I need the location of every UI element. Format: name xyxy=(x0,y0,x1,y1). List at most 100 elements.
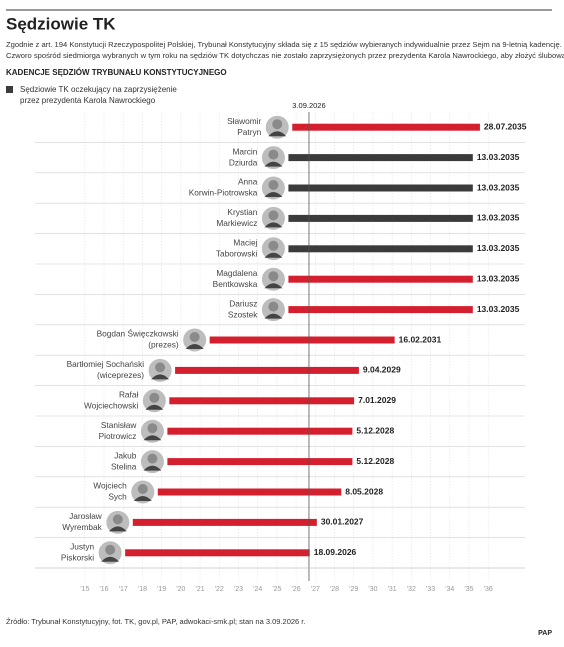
photo-head xyxy=(137,484,148,494)
bar xyxy=(157,488,342,496)
judge-name: Bartłomiej Sochański xyxy=(67,359,145,369)
judge-name: (prezes) xyxy=(148,340,179,350)
photo-head xyxy=(149,392,160,403)
judge-name: Wojciechowski xyxy=(84,400,138,410)
bar xyxy=(125,549,310,557)
bar xyxy=(292,123,480,131)
photo-head xyxy=(268,149,279,160)
judge-name: Marcin xyxy=(233,146,258,156)
end-label: 5.12.2028 xyxy=(356,456,394,466)
x-tick-label: '31 xyxy=(388,586,397,593)
x-tick-label: '27 xyxy=(311,586,320,593)
x-tick-label: '16 xyxy=(99,586,108,593)
photo-body xyxy=(185,344,204,349)
x-tick-label: '21 xyxy=(195,586,204,593)
judge-name: Maciej xyxy=(233,237,257,247)
judge-name: Dziurda xyxy=(229,157,258,167)
judge-name: Justyn xyxy=(70,541,94,551)
x-tick-label: '36 xyxy=(484,586,493,593)
judge-name: Wojciech xyxy=(93,481,127,491)
reference-label: 3.09.2026 xyxy=(292,101,325,110)
x-tick-label: '17 xyxy=(119,586,128,593)
x-tick-label: '32 xyxy=(407,586,416,593)
judge-name: Anna xyxy=(238,177,258,187)
photo-body xyxy=(264,313,283,319)
end-label: 8.05.2028 xyxy=(345,486,383,496)
bar xyxy=(167,458,353,466)
judge-name: Piskorski xyxy=(61,552,94,562)
judge-name: Markiewicz xyxy=(216,218,257,228)
photo-body xyxy=(264,283,283,289)
end-label: 13.03.2035 xyxy=(477,273,520,283)
legend-label: przez prezydenta Karola Nawrockiego xyxy=(20,96,156,105)
bar xyxy=(209,336,395,344)
intro-line: Czworo spośród siedmiorga wybranych w ty… xyxy=(6,51,564,60)
end-label: 13.03.2035 xyxy=(477,304,520,314)
source: Źródło: Trybunał Konstytucyjny, fot. TK,… xyxy=(6,617,305,626)
x-tick-label: '19 xyxy=(157,586,166,593)
judge-name: Wyrembak xyxy=(62,522,102,532)
end-label: 7.01.2029 xyxy=(358,395,396,405)
x-tick-label: '20 xyxy=(176,586,185,593)
photo-head xyxy=(268,210,279,221)
end-label: 13.03.2035 xyxy=(477,243,520,253)
bar xyxy=(288,214,473,222)
legend-swatch xyxy=(6,86,13,93)
judge-name: Bogdan Święczkowski xyxy=(97,328,179,339)
bar xyxy=(132,518,317,526)
judge-name: Piotrowicz xyxy=(99,431,137,441)
photo-body xyxy=(264,192,283,197)
x-tick-label: '34 xyxy=(445,586,454,593)
bar xyxy=(167,427,353,435)
x-tick-label: '18 xyxy=(138,586,147,593)
judge-name: Sych xyxy=(108,492,127,502)
intro-line: Zgodnie z art. 194 Konstytucji Rzeczypos… xyxy=(6,40,562,49)
judge-name: (wiceprezes) xyxy=(97,370,144,380)
x-tick-label: '29 xyxy=(349,586,358,593)
end-label: 13.03.2035 xyxy=(477,152,520,162)
photo-body xyxy=(145,404,164,410)
bar xyxy=(169,397,355,405)
photo-body xyxy=(108,526,127,532)
photo-body xyxy=(264,222,283,228)
bar xyxy=(288,245,473,253)
photo-head xyxy=(268,271,279,282)
photo-body xyxy=(143,435,162,441)
judge-name: Dariusz xyxy=(229,298,257,308)
photo-body xyxy=(143,465,162,471)
photo-body xyxy=(264,252,283,258)
judge-name: Jarosław xyxy=(69,511,103,521)
photo-head xyxy=(272,119,283,130)
end-label: 9.04.2029 xyxy=(363,365,401,375)
x-tick-label: '15 xyxy=(80,586,89,593)
x-tick-label: '28 xyxy=(330,586,339,593)
photo-body xyxy=(151,374,170,380)
x-tick-label: '24 xyxy=(253,586,262,593)
end-label: 28.07.2035 xyxy=(484,121,527,131)
judge-name: Szostek xyxy=(228,309,258,319)
judge-name: Taborowski xyxy=(216,248,258,258)
bar xyxy=(288,184,473,192)
photo-head xyxy=(147,423,158,434)
logo: PAP xyxy=(538,630,552,637)
end-label: 16.02.2031 xyxy=(399,334,442,344)
judge-name: Sławomir xyxy=(227,116,261,126)
subtitle: KADENCJE SĘDZIÓW TRYBUNAŁU KONSTYTUCYJNE… xyxy=(6,68,227,77)
photo-body xyxy=(133,496,152,501)
photo-body xyxy=(101,556,120,562)
end-label: 18.09.2026 xyxy=(314,547,357,557)
x-tick-label: '22 xyxy=(215,586,224,593)
end-label: 5.12.2028 xyxy=(356,425,394,435)
judge-name: Jakub xyxy=(114,450,137,460)
photo-head xyxy=(147,453,158,464)
judge-name: Bentkowska xyxy=(213,279,258,289)
x-tick-label: '35 xyxy=(464,586,473,593)
x-tick-label: '23 xyxy=(234,586,243,593)
end-label: 30.01.2027 xyxy=(321,517,364,527)
bar xyxy=(175,366,359,374)
x-tick-label: '26 xyxy=(292,586,301,593)
x-tick-label: '33 xyxy=(426,586,435,593)
bar xyxy=(288,275,473,283)
